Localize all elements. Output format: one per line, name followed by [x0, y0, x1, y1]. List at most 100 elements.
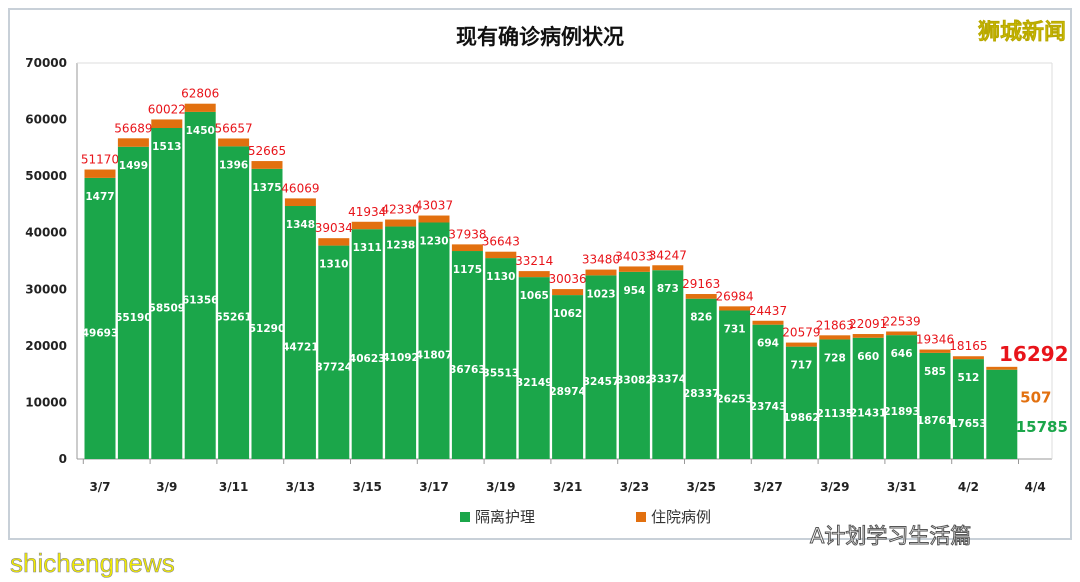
- total-label: 52665: [248, 144, 286, 158]
- hospital-label: 660: [857, 351, 879, 363]
- bar-hospital: [218, 138, 250, 147]
- total-label: 41934: [348, 205, 386, 219]
- hospital-label: 1477: [85, 191, 114, 203]
- hospital-label: 826: [690, 312, 712, 324]
- bar-hospital: [719, 306, 751, 311]
- x-tick-label: 3/25: [686, 480, 715, 494]
- bar-isolation: [351, 229, 383, 459]
- hospital-label: 954: [623, 285, 645, 297]
- bar-hospital: [952, 356, 984, 360]
- hospital-label: 1238: [386, 240, 415, 252]
- y-tick-label: 50000: [25, 169, 67, 183]
- total-label: 37938: [448, 227, 486, 241]
- logo-watermark: 狮城新闻: [977, 20, 1067, 46]
- hospital-label: 646: [891, 348, 913, 360]
- bar-isolation: [418, 222, 450, 459]
- hospital-label: 1023: [586, 288, 615, 300]
- y-tick-label: 60000: [25, 113, 67, 127]
- bar-isolation: [618, 271, 650, 459]
- bar-isolation: [952, 359, 984, 459]
- x-tick-label: 3/15: [352, 480, 381, 494]
- bar-hospital: [117, 138, 149, 147]
- isolation-label: 44721: [282, 342, 319, 354]
- bar-hospital: [552, 289, 584, 296]
- bar-hospital: [318, 238, 350, 246]
- bar-isolation: [518, 277, 550, 459]
- hospital-label: 1310: [319, 259, 348, 271]
- source-watermark: shichengnews: [10, 548, 175, 579]
- isolation-label: 32457: [583, 376, 620, 388]
- bar-hospital: [785, 342, 817, 347]
- legend: 隔离护理 住院病例: [460, 508, 711, 526]
- y-tick-label: 10000: [25, 395, 67, 409]
- total-label: 29163: [682, 277, 720, 291]
- hospital-label: 1230: [419, 235, 448, 247]
- x-tick-label: 3/27: [753, 480, 782, 494]
- y-tick-label: 0: [59, 452, 67, 466]
- bar-isolation: [151, 128, 183, 459]
- x-tick-label: 3/29: [820, 480, 849, 494]
- total-label: 24437: [749, 304, 787, 318]
- total-label: 43037: [415, 199, 453, 213]
- bar-isolation: [986, 369, 1018, 459]
- y-tick-label: 40000: [25, 226, 67, 240]
- wechat-watermark: A计划学习生活篇: [809, 524, 972, 549]
- hospital-label: 1450: [186, 125, 215, 137]
- bar-isolation: [318, 245, 350, 459]
- legend-label-hospital: 住院病例: [651, 508, 711, 526]
- bar-isolation: [385, 226, 417, 459]
- isolation-label: 33374: [650, 374, 687, 386]
- bar-hospital: [284, 198, 316, 207]
- bar-hospital: [652, 265, 684, 271]
- total-label: 56689: [114, 121, 152, 135]
- total-label: 62806: [181, 87, 219, 101]
- hospital-label: 1513: [152, 141, 181, 153]
- total-label: 34033: [615, 249, 653, 263]
- x-tick-label: 3/19: [486, 480, 515, 494]
- hospital-label: 1062: [553, 308, 582, 320]
- isolation-label: 21893: [883, 406, 920, 418]
- hospital-label: 731: [724, 323, 746, 335]
- hospital-label: 512: [957, 372, 979, 384]
- total-label: 22091: [849, 317, 887, 331]
- bar-isolation: [886, 335, 918, 459]
- bar-isolation: [485, 258, 517, 459]
- bar-hospital: [418, 215, 450, 223]
- isolation-label: 18761: [917, 415, 954, 427]
- total-label: 51170: [81, 153, 119, 167]
- isolation-label: 26253: [716, 394, 753, 406]
- bar-hospital: [451, 244, 483, 252]
- legend-swatch-hospital: [636, 512, 646, 522]
- bar-isolation: [785, 346, 817, 459]
- bar-isolation: [84, 177, 116, 460]
- x-tick-label: 3/21: [553, 480, 582, 494]
- isolation-label: 17653: [950, 418, 987, 430]
- hospital-label: 1348: [286, 219, 315, 231]
- x-tick-label: 3/7: [89, 480, 110, 494]
- total-label: 22539: [883, 314, 921, 328]
- isolation-label: 28974: [549, 386, 586, 398]
- total-label: 21863: [816, 318, 854, 332]
- bar-isolation: [852, 337, 884, 459]
- isolation-label: 58509: [149, 303, 186, 315]
- isolation-label: 36763: [449, 364, 486, 376]
- total-label: 30036: [549, 272, 587, 286]
- hospital-label: 585: [924, 366, 946, 378]
- hospital-label: 507: [1020, 389, 1051, 407]
- y-tick-label: 30000: [25, 282, 67, 296]
- legend-swatch-isolation: [460, 512, 470, 522]
- bar-isolation: [919, 352, 951, 459]
- x-tick-label: 3/9: [156, 480, 177, 494]
- isolation-label: 49693: [82, 327, 119, 339]
- total-label: 46069: [281, 181, 319, 195]
- bar-isolation: [451, 251, 483, 459]
- bar-hospital: [251, 161, 283, 169]
- hospital-label: 1311: [353, 242, 382, 254]
- isolation-label: 35513: [483, 368, 520, 380]
- x-tick-label: 3/13: [286, 480, 315, 494]
- hospital-label: 873: [657, 283, 679, 295]
- bar-hospital: [585, 269, 617, 276]
- total-label: 34247: [649, 248, 687, 262]
- x-tick-label: 3/31: [887, 480, 916, 494]
